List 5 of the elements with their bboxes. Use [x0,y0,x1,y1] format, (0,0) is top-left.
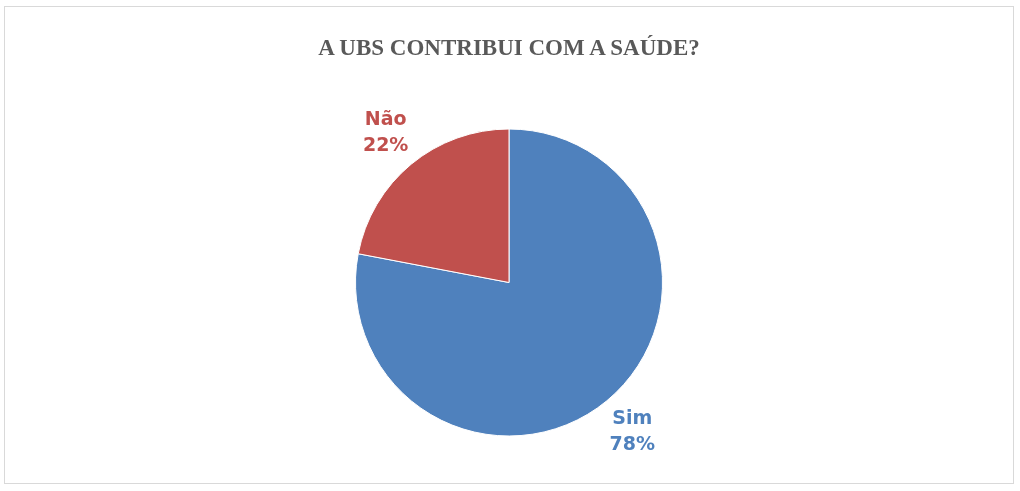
slice-label: Não [364,107,407,130]
data-label: 78% [609,431,656,454]
chart-title: A UBS CONTRIBUI COM A SAÚDE? [317,35,701,61]
slice-label: Sim [612,405,653,428]
data-label: 22% [362,133,409,156]
